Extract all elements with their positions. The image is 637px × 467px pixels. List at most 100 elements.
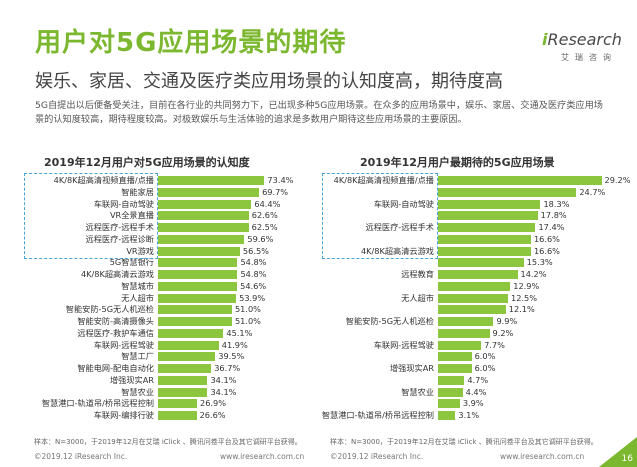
value-label: 45.1%: [226, 327, 253, 338]
intro-paragraph: 5G自提出以后便备受关注，目前在各行业的共同努力下，已出现多种5G应用场景。在众…: [35, 100, 603, 125]
value-label: 51.0%: [234, 316, 261, 326]
bar: [438, 176, 602, 185]
bar: [158, 223, 249, 232]
bar: [158, 246, 240, 256]
category-label: VR全景直播: [109, 210, 154, 221]
value-label: 3.9%: [462, 398, 484, 409]
category-label: 无人超市: [121, 292, 154, 303]
category-label: 4K/8K超高清云游戏: [360, 245, 434, 256]
logo-subtitle: 艾瑞咨询: [561, 53, 617, 62]
bar: [438, 293, 508, 303]
category-label: 智慧港口-轨道吊/桥吊远程控制: [41, 398, 154, 409]
value-label: 34.1%: [210, 386, 237, 397]
category-label: 智能安防-5G无人机巡检: [65, 304, 154, 315]
value-label: 34.1%: [210, 374, 237, 385]
bar: [158, 411, 197, 420]
value-label: 62.5%: [251, 222, 278, 232]
value-label: 18.3%: [543, 198, 570, 209]
footer-copyright-right: ©2019.12 iResearch Inc.: [330, 452, 424, 461]
bar: [158, 293, 237, 303]
logo-wordmark: iResearch: [542, 30, 622, 49]
value-label: 54.8%: [240, 257, 267, 268]
bar: [158, 340, 219, 350]
bar: [438, 270, 518, 279]
right-chart-title: 2019年12月用户最期待的5G应用场景: [360, 156, 555, 169]
category-label: VR游戏: [126, 245, 154, 256]
category-label: 车联网-自动驾驶: [93, 198, 154, 209]
value-label: 16.6%: [533, 233, 560, 244]
category-label: 智慧港口-轨道吊/桥吊远程控制: [321, 410, 434, 420]
value-label: 69.7%: [262, 186, 289, 197]
left-chart-title: 2019年12月用户对5G应用场景的认知度: [44, 156, 250, 169]
footer-url-left: www.iresearch.com.cn: [220, 452, 305, 461]
bar: [438, 258, 524, 268]
value-label: 3.1%: [458, 410, 480, 420]
category-label: 智能安防-高清摄像头: [77, 316, 154, 326]
bar: [158, 270, 238, 279]
bar: [158, 328, 224, 338]
category-label: 增强现实AR: [109, 374, 154, 385]
bar: [438, 364, 472, 373]
bar: [438, 411, 456, 420]
bar: [438, 387, 463, 397]
category-label: 5G智慧银行: [109, 257, 154, 268]
category-label: 智慧城市: [121, 280, 154, 291]
bar: [158, 281, 238, 291]
value-label: 15.3%: [526, 257, 553, 268]
value-label: 64.4%: [254, 198, 281, 209]
value-label: 41.9%: [221, 339, 248, 350]
value-label: 17.4%: [538, 222, 565, 232]
value-label: 59.6%: [247, 233, 274, 244]
bar: [438, 223, 536, 232]
category-label: 远程医疗-远程手术: [365, 222, 434, 232]
bar: [438, 399, 460, 409]
logo-rest: Research: [547, 30, 622, 49]
category-label: 智慧农业: [121, 386, 154, 397]
bar: [158, 317, 232, 326]
bar: [438, 317, 494, 326]
value-label: 14.2%: [520, 269, 547, 279]
bar: [438, 281, 511, 291]
bar: [438, 328, 490, 338]
bar: [158, 375, 208, 385]
value-label: 12.5%: [511, 292, 538, 303]
category-label: 4K/8K超高清云游戏: [80, 269, 154, 279]
highlight-box: [322, 173, 438, 260]
value-label: 4.4%: [465, 386, 487, 397]
page-corner-tab: [599, 437, 637, 467]
bar: [438, 187, 577, 197]
bar: [158, 176, 265, 185]
iresearch-logo: iResearch 艾瑞咨询: [528, 30, 622, 70]
value-label: 9.2%: [492, 327, 514, 338]
category-label: 4K/8K超高清视频直播/点播: [333, 175, 434, 185]
bar: [158, 187, 260, 197]
value-label: 62.6%: [251, 210, 278, 221]
category-label: 车联网-编排行驶: [93, 410, 154, 420]
bar: [158, 211, 249, 221]
bar: [158, 352, 216, 362]
bar: [158, 234, 245, 244]
bar: [438, 199, 541, 209]
bar: [438, 234, 531, 244]
bar: [158, 387, 208, 397]
bar: [438, 305, 506, 315]
category-label: 远程医疗-远程手术: [85, 222, 154, 232]
category-label: 智能电网-配电自动化: [77, 363, 154, 373]
value-label: 26.6%: [199, 410, 226, 420]
bar: [438, 211, 538, 221]
value-label: 6.0%: [474, 351, 496, 362]
bar: [158, 305, 232, 315]
category-label: 智慧农业: [401, 386, 434, 397]
bar: [438, 246, 531, 256]
category-label: 车联网-自动驾驶: [373, 198, 434, 209]
value-label: 17.8%: [540, 210, 567, 221]
bar: [158, 258, 238, 268]
value-label: 26.9%: [200, 398, 227, 409]
value-label: 51.0%: [234, 304, 261, 315]
category-label: 远程医疗-远程诊断: [85, 233, 154, 244]
category-label: 车联网-远程驾驶: [93, 339, 154, 350]
left-chart-note: 样本：N=3000，于2019年12月在艾瑞 iClick 、腾讯问卷平台及其它…: [34, 438, 302, 446]
page-subtitle: 娱乐、家居、交通及医疗类应用场景的认知度高，期待度高: [35, 71, 503, 92]
category-label: 智能安防-5G无人机巡检: [345, 316, 434, 326]
value-label: 36.7%: [214, 363, 241, 373]
